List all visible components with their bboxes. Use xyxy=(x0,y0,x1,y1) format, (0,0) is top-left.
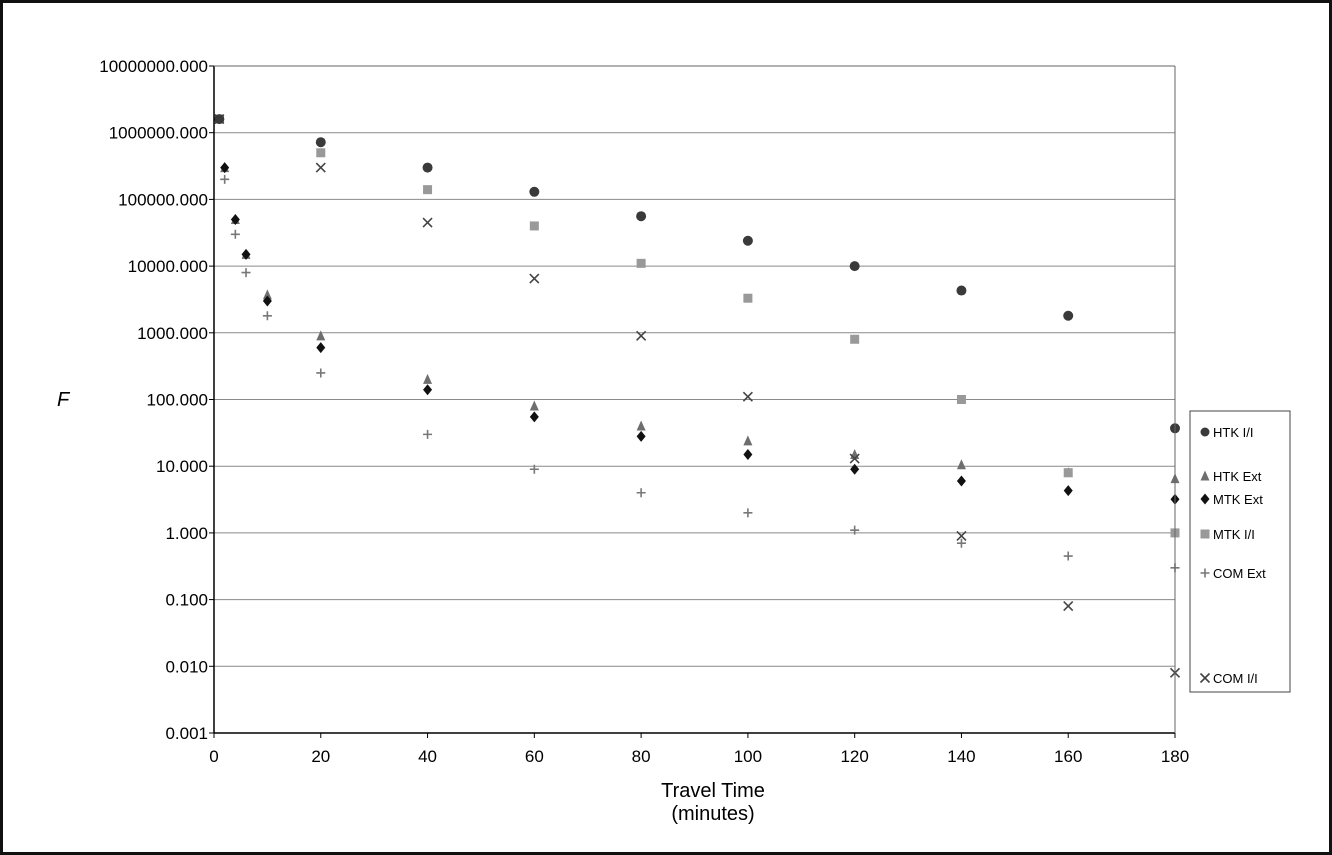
y-tick-label: 0.010 xyxy=(165,657,208,676)
data-point xyxy=(316,137,326,147)
data-point xyxy=(1063,311,1073,321)
data-point xyxy=(316,368,325,377)
legend-marker xyxy=(1201,428,1210,437)
data-point xyxy=(1064,468,1073,477)
data-point xyxy=(743,435,752,445)
series-htk-ext xyxy=(220,162,1179,483)
legend-label: COM I/I xyxy=(1213,671,1258,686)
x-tick-label: 60 xyxy=(525,747,544,766)
data-point xyxy=(743,294,752,303)
data-point xyxy=(423,163,433,173)
data-point xyxy=(316,342,325,353)
x-tick-label: 120 xyxy=(840,747,868,766)
data-point xyxy=(636,211,646,221)
series-mtk-ext xyxy=(220,162,1179,505)
x-tick-label: 100 xyxy=(734,747,762,766)
x-tick-label: 140 xyxy=(947,747,975,766)
data-point xyxy=(637,421,646,431)
data-point xyxy=(214,114,224,124)
series-htk-i-i xyxy=(214,114,1180,433)
data-point xyxy=(850,335,859,344)
legend-box xyxy=(1190,411,1290,692)
data-point xyxy=(530,411,539,422)
data-point xyxy=(423,430,432,439)
series-layer xyxy=(214,114,1180,677)
legend-label: HTK Ext xyxy=(1213,469,1262,484)
data-point xyxy=(316,148,325,157)
data-point xyxy=(957,459,966,469)
data-point xyxy=(423,185,432,194)
data-point xyxy=(529,187,539,197)
data-point xyxy=(242,268,251,277)
data-point xyxy=(850,261,860,271)
data-point xyxy=(743,449,752,460)
y-tick-label: 1000.000 xyxy=(137,324,208,343)
y-tick-label: 10.000 xyxy=(156,457,208,476)
data-point xyxy=(316,163,325,172)
tick-labels: 0.001 0.010 0.100 1.000 10.000 100.000 1000.00… xyxy=(99,57,1189,766)
legend: HTK I/I HTK Ext MTK Ext MTK I/I COM Ext COM I… xyxy=(1190,411,1290,692)
legend-label: MTK I/I xyxy=(1213,527,1255,542)
data-point xyxy=(530,400,539,410)
data-point xyxy=(637,431,646,442)
data-point xyxy=(1064,485,1073,496)
y-axis-title: F xyxy=(57,389,71,411)
legend-label: COM Ext xyxy=(1213,566,1266,581)
data-point xyxy=(263,311,272,320)
legend-label: MTK Ext xyxy=(1213,492,1263,507)
gridlines xyxy=(214,66,1175,666)
y-tick-label: 1000000.000 xyxy=(109,124,208,143)
data-point xyxy=(956,286,966,296)
x-tick-label: 160 xyxy=(1054,747,1082,766)
x-axis-title-units: (minutes) xyxy=(671,803,754,825)
x-tick-label: 180 xyxy=(1161,747,1189,766)
legend-marker xyxy=(1201,530,1210,539)
legend-label: HTK I/I xyxy=(1213,425,1253,440)
data-point xyxy=(743,508,752,517)
data-point xyxy=(957,395,966,404)
data-point xyxy=(530,274,539,283)
data-point xyxy=(423,384,432,395)
data-point xyxy=(637,259,646,268)
data-point xyxy=(423,218,432,227)
x-tick-label: 80 xyxy=(632,747,651,766)
data-point xyxy=(850,464,859,475)
x-tick-label: 40 xyxy=(418,747,437,766)
data-point xyxy=(1064,552,1073,561)
y-tick-label: 0.001 xyxy=(165,724,208,743)
data-point xyxy=(957,475,966,486)
y-tick-label: 10000000.000 xyxy=(99,57,208,76)
data-point xyxy=(1064,602,1073,611)
data-point xyxy=(530,221,539,230)
x-axis-title: Travel Time xyxy=(661,780,765,802)
y-tick-label: 10000.000 xyxy=(128,257,208,276)
y-tick-label: 0.100 xyxy=(165,591,208,610)
data-point xyxy=(316,330,325,340)
data-point xyxy=(743,236,753,246)
data-point xyxy=(850,449,859,459)
data-point xyxy=(220,175,229,184)
y-tick-label: 100000.000 xyxy=(118,190,208,209)
data-point xyxy=(231,230,240,239)
series-com-ext xyxy=(220,175,1179,572)
series-mtk-i-i xyxy=(215,115,1180,538)
y-tick-label: 100.000 xyxy=(147,391,208,410)
data-point xyxy=(637,488,646,497)
y-tick-label: 1.000 xyxy=(165,524,208,543)
x-tick-label: 0 xyxy=(209,747,218,766)
data-point xyxy=(423,374,432,384)
x-tick-label: 20 xyxy=(311,747,330,766)
